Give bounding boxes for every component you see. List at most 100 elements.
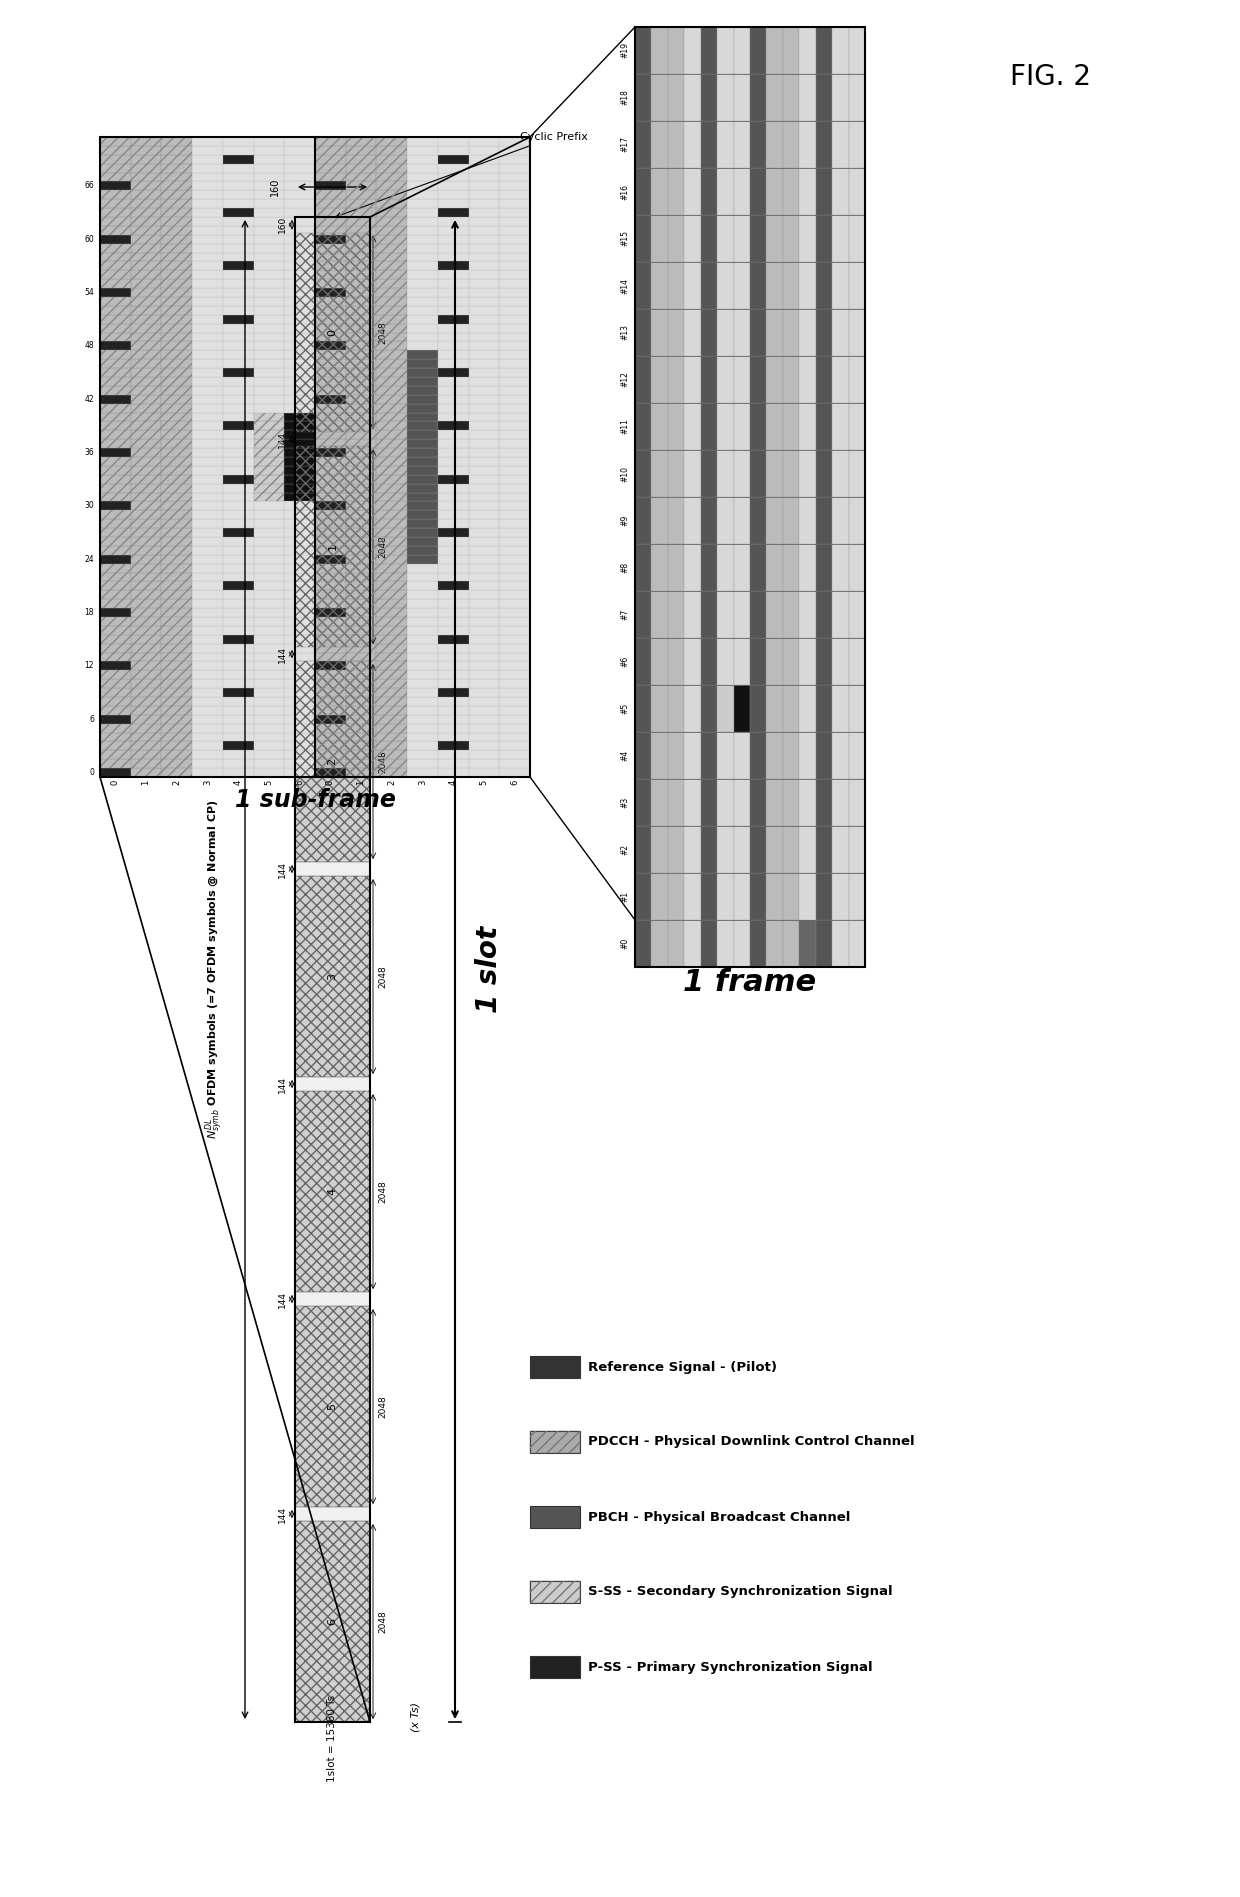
Bar bbox=[253, 537, 284, 546]
Bar bbox=[848, 637, 866, 685]
Bar bbox=[100, 715, 130, 723]
Bar bbox=[295, 662, 370, 861]
Bar bbox=[407, 440, 438, 448]
Bar bbox=[223, 163, 253, 173]
Bar bbox=[223, 670, 253, 679]
Bar bbox=[315, 626, 346, 635]
Bar bbox=[407, 679, 438, 689]
Bar bbox=[377, 696, 407, 706]
Bar bbox=[223, 332, 253, 341]
Text: 3: 3 bbox=[203, 780, 212, 785]
Bar bbox=[130, 554, 161, 563]
Bar bbox=[377, 493, 407, 501]
Bar bbox=[500, 706, 529, 715]
Bar bbox=[500, 279, 529, 288]
Bar bbox=[100, 137, 529, 778]
Bar bbox=[500, 137, 529, 146]
Bar bbox=[407, 288, 438, 298]
Bar bbox=[130, 573, 161, 582]
Bar bbox=[684, 825, 701, 873]
Bar bbox=[469, 156, 500, 163]
Bar bbox=[500, 554, 529, 563]
Bar bbox=[668, 685, 684, 732]
Bar bbox=[295, 1506, 370, 1521]
Bar bbox=[766, 169, 782, 214]
Bar bbox=[438, 385, 469, 395]
Bar bbox=[832, 497, 848, 544]
Bar bbox=[192, 385, 223, 395]
Bar bbox=[284, 715, 315, 723]
Bar bbox=[100, 696, 130, 706]
Bar bbox=[848, 780, 866, 825]
Bar bbox=[469, 315, 500, 324]
Bar bbox=[377, 546, 407, 554]
Bar bbox=[668, 637, 684, 685]
Bar bbox=[192, 537, 223, 546]
Bar bbox=[377, 742, 407, 751]
Bar bbox=[346, 501, 377, 510]
Bar bbox=[734, 450, 750, 497]
Bar bbox=[100, 324, 130, 332]
Bar bbox=[161, 271, 192, 279]
Bar bbox=[346, 457, 377, 467]
Bar bbox=[161, 635, 192, 643]
Bar bbox=[701, 27, 717, 74]
Bar bbox=[161, 617, 192, 626]
Bar bbox=[734, 402, 750, 450]
Bar bbox=[377, 590, 407, 599]
Bar bbox=[377, 262, 407, 271]
Bar bbox=[100, 156, 130, 163]
Bar bbox=[750, 27, 766, 74]
Bar bbox=[295, 446, 370, 647]
Bar bbox=[130, 262, 161, 271]
Bar bbox=[223, 643, 253, 653]
Bar bbox=[377, 146, 407, 156]
Text: 1 slot: 1 slot bbox=[475, 926, 503, 1013]
Bar bbox=[832, 544, 848, 592]
Bar bbox=[407, 590, 438, 599]
Bar bbox=[377, 252, 407, 262]
Bar bbox=[284, 378, 315, 385]
Bar bbox=[192, 324, 223, 332]
Bar bbox=[284, 404, 315, 412]
Bar bbox=[407, 332, 438, 341]
Bar bbox=[816, 920, 832, 967]
Bar bbox=[100, 527, 130, 537]
Bar bbox=[407, 137, 438, 146]
Bar bbox=[130, 395, 161, 404]
Bar bbox=[346, 732, 377, 742]
Bar bbox=[130, 137, 161, 146]
Bar bbox=[223, 235, 253, 243]
Bar bbox=[192, 137, 223, 146]
Bar bbox=[161, 378, 192, 385]
Text: 144: 144 bbox=[278, 1506, 286, 1523]
Bar bbox=[284, 732, 315, 742]
Bar bbox=[800, 450, 816, 497]
Bar bbox=[377, 510, 407, 520]
Bar bbox=[377, 484, 407, 493]
Bar bbox=[315, 182, 346, 190]
Bar bbox=[100, 209, 130, 216]
Bar bbox=[100, 732, 130, 742]
Bar bbox=[346, 395, 377, 404]
Bar bbox=[295, 233, 370, 433]
Bar bbox=[529, 1356, 580, 1377]
Bar bbox=[377, 662, 407, 670]
Bar bbox=[701, 920, 717, 967]
Bar bbox=[100, 643, 130, 653]
Bar bbox=[130, 163, 161, 173]
Bar bbox=[130, 679, 161, 689]
Bar bbox=[100, 493, 130, 501]
Bar bbox=[130, 696, 161, 706]
Bar bbox=[130, 385, 161, 395]
Bar bbox=[734, 544, 750, 592]
Bar bbox=[438, 573, 469, 582]
Bar bbox=[192, 689, 223, 696]
Bar bbox=[832, 637, 848, 685]
Bar bbox=[848, 357, 866, 402]
Bar bbox=[130, 554, 161, 563]
Bar bbox=[346, 696, 377, 706]
Bar bbox=[161, 395, 192, 404]
Bar bbox=[529, 1580, 580, 1603]
Bar bbox=[734, 825, 750, 873]
